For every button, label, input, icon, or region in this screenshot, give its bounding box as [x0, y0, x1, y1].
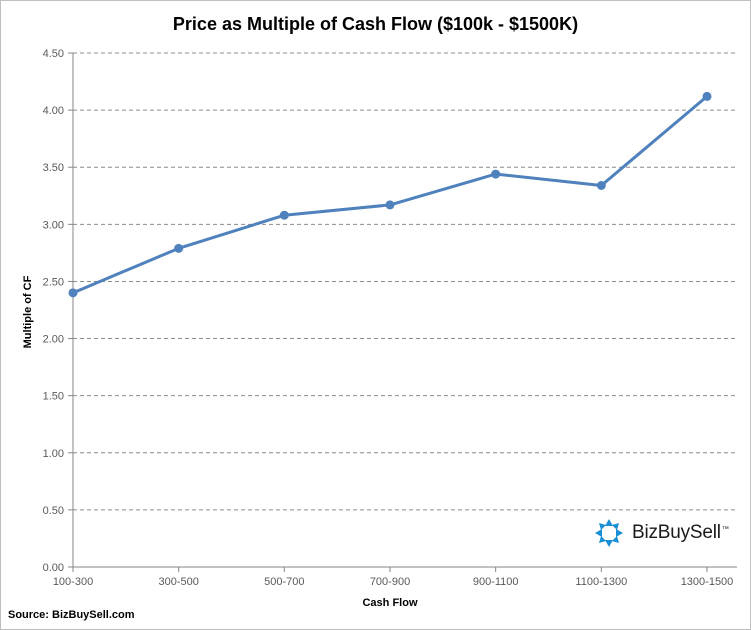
x-tick-label: 300-500 — [158, 576, 198, 588]
gridlines — [73, 52, 737, 511]
data-point — [68, 288, 78, 298]
source-note: Source: BizBuySell.com — [8, 609, 135, 621]
series — [68, 91, 712, 298]
y-tick-label: 4.00 — [43, 105, 64, 117]
logo-name: BizBuySell — [632, 522, 721, 543]
y-tick-label: 1.50 — [43, 391, 64, 403]
y-tick-label: 4.50 — [43, 48, 64, 60]
bizbuysell-logo-wordmark: BizBuySell™ — [632, 522, 729, 544]
x-tick-label: 700-900 — [370, 576, 410, 588]
logo-trademark: ™ — [721, 525, 729, 533]
y-tick-label: 3.00 — [43, 219, 64, 231]
data-point — [174, 243, 184, 253]
data-point — [385, 200, 395, 210]
bizbuysell-logo-icon — [595, 519, 623, 547]
y-tick-label: 1.00 — [43, 448, 64, 460]
series-line — [72, 95, 708, 295]
y-tick-label: 0.50 — [43, 505, 64, 517]
y-tick-label: 2.50 — [43, 276, 64, 288]
axes — [68, 52, 737, 572]
x-tick-label: 1300-1500 — [681, 576, 734, 588]
x-axis-label: Cash Flow — [362, 597, 418, 609]
y-tick-label: 2.00 — [43, 334, 64, 346]
x-tick-labels: 100-300 300-500 500-700 700-900 900-1100 1100… — [53, 576, 733, 588]
y-tick-label: 3.50 — [43, 162, 64, 174]
x-tick-label: 900-1100 — [473, 576, 519, 588]
data-point — [491, 169, 501, 179]
data-point — [279, 210, 289, 220]
x-tick-label: 500-700 — [264, 576, 304, 588]
data-point — [702, 91, 712, 101]
bizbuysell-logo: BizBuySell™ — [594, 518, 729, 548]
x-tick-label: 1100-1300 — [575, 576, 627, 588]
y-tick-labels: 0.00 0.50 1.00 1.50 2.00 2.50 3.00 3.50 4.00 4.50 — [43, 48, 64, 574]
data-point — [596, 180, 606, 190]
y-tick-label: 0.00 — [43, 562, 64, 574]
x-tick-label: 100-300 — [53, 576, 93, 588]
chart-title: Price as Multiple of Cash Flow ($100k - … — [172, 14, 579, 34]
